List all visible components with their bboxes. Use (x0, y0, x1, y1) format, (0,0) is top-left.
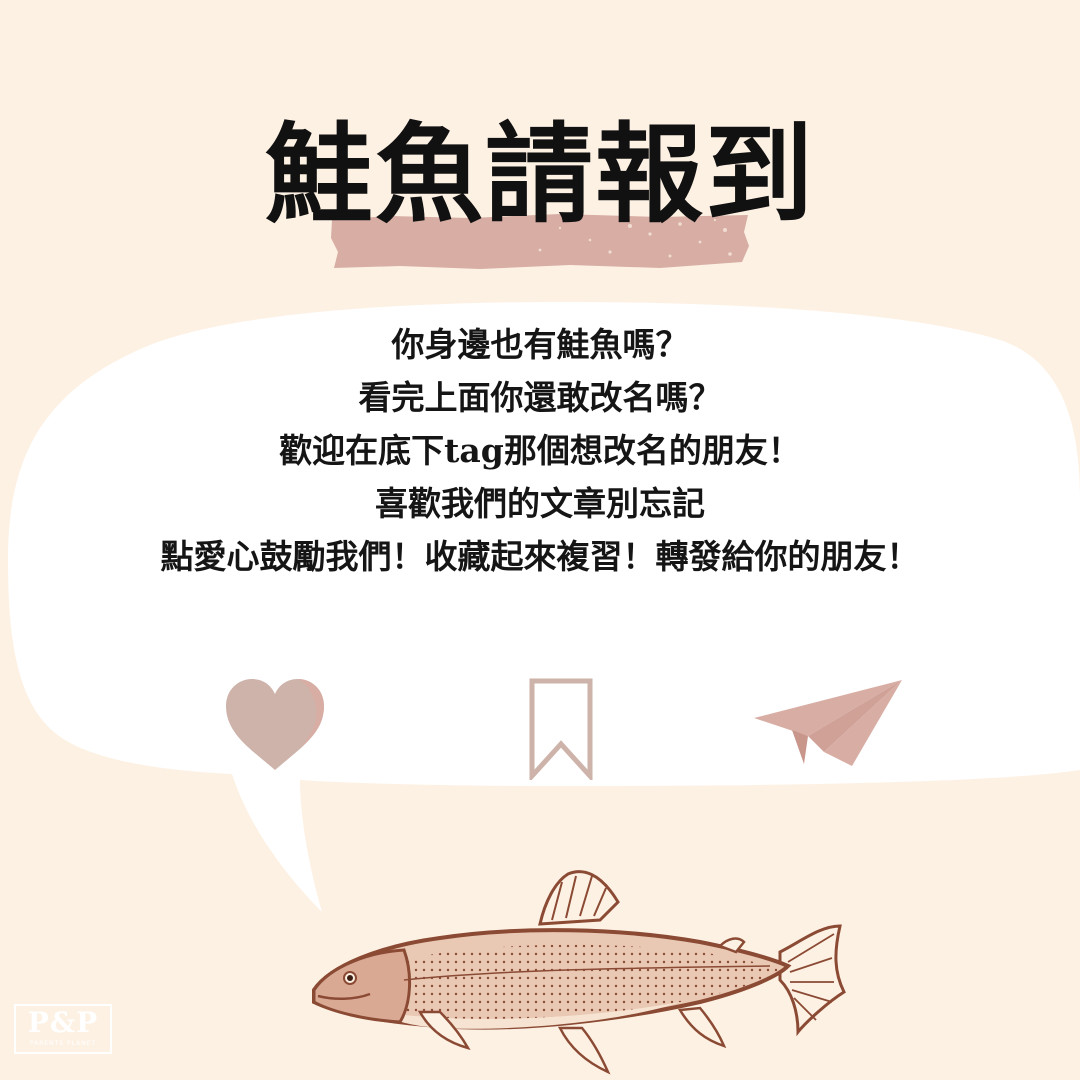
message-line: 歡迎在底下tag那個想改名的朋友！ (279, 431, 801, 470)
message-text: 你身邊也有鮭魚嗎？ 看完上面你還敢改名嗎？ 歡迎在底下tag那個想改名的朋友！ … (90, 318, 990, 583)
title-brush-stroke (331, 214, 749, 269)
message-line: 喜歡我們的文章別忘記 (375, 484, 705, 523)
message-line: 你身邊也有鮭魚嗎？ (391, 325, 689, 364)
logo-tagline: PARENTS PLANET (29, 1040, 97, 1047)
heart-icon[interactable] (222, 676, 328, 772)
paper-plane-icon[interactable] (752, 678, 908, 770)
bookmark-icon[interactable] (528, 678, 594, 780)
salmon-illustration (312, 870, 846, 1075)
logo-mark: P&P (27, 1006, 99, 1039)
title-area: 鮭魚請報到 (0, 110, 1080, 290)
message-line: 點愛心鼓勵我們！收藏起來複習！轉發給你的朋友！ (160, 537, 920, 576)
page-title: 鮭魚請報到 (264, 112, 815, 238)
brand-logo: P&P PARENTS PLANET (14, 1004, 112, 1054)
message-line: 看完上面你還敢改名嗎？ (358, 378, 722, 417)
